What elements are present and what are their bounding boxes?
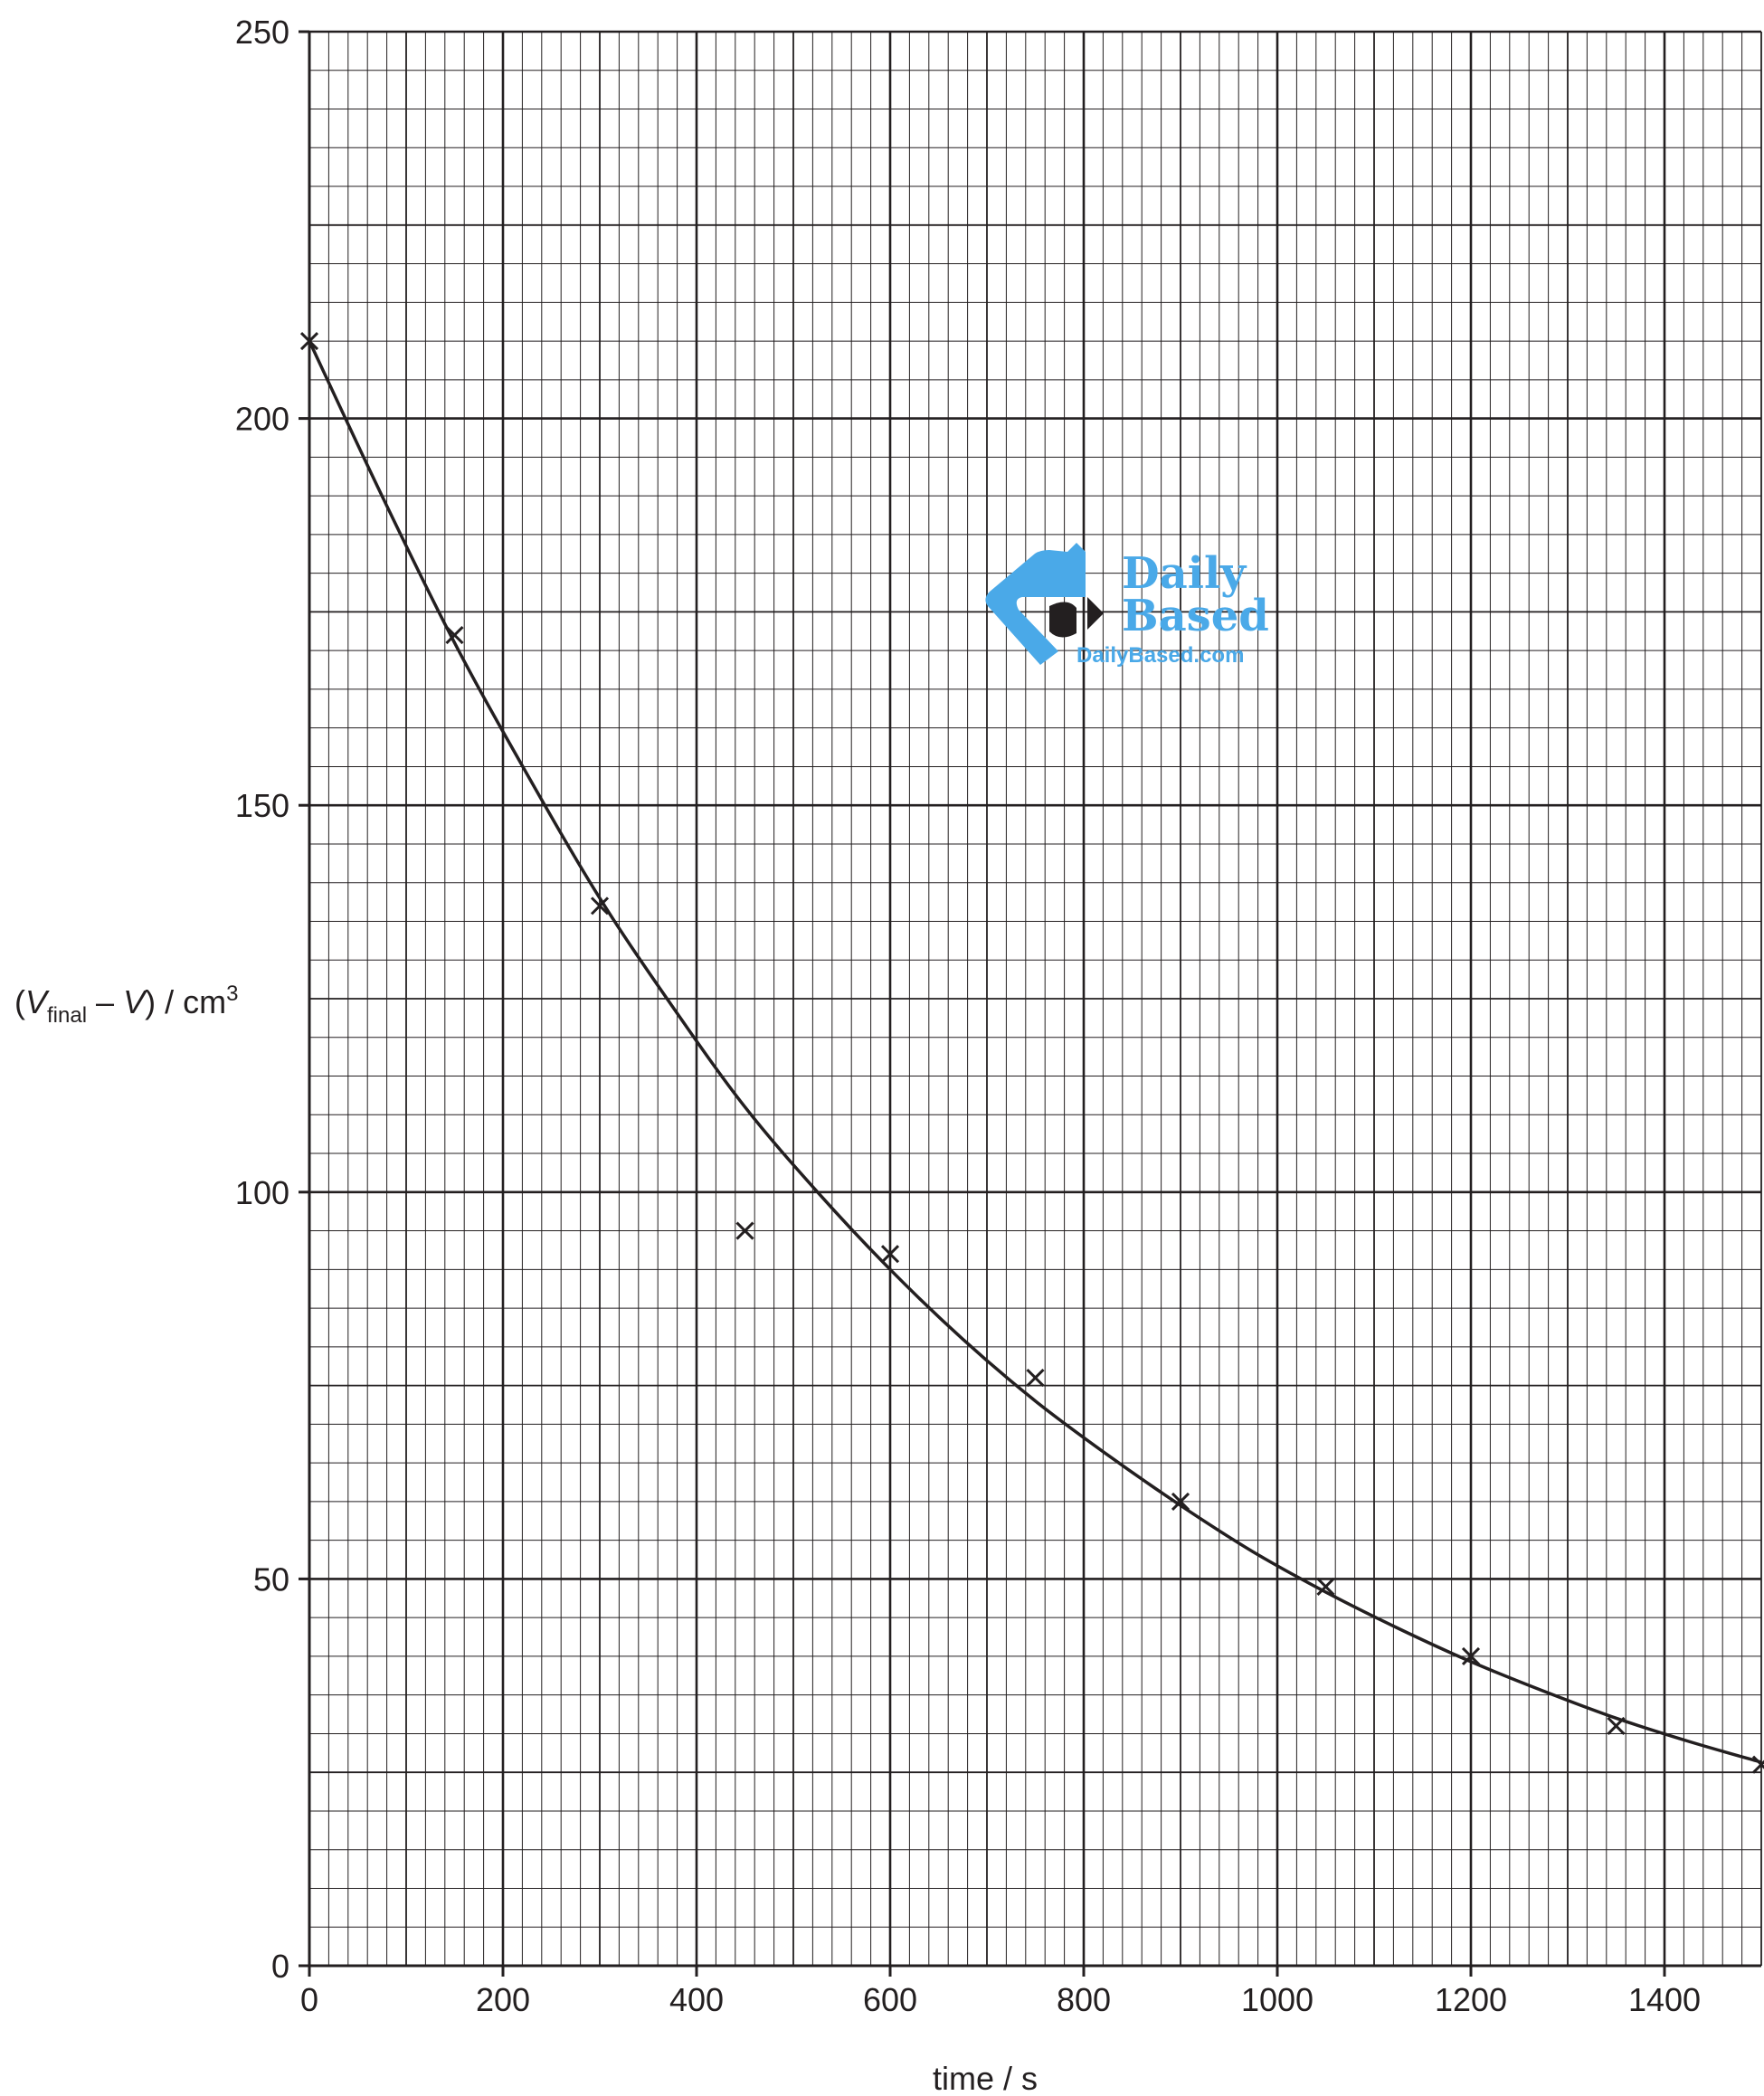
watermark-line2: Based <box>1122 591 1269 641</box>
x-tick-label: 1200 <box>1435 1981 1507 2018</box>
data-point-marker <box>445 625 464 645</box>
y-axis-label-close: ) / cm <box>145 983 226 1020</box>
y-axis-label-open: ( <box>14 983 25 1020</box>
watermark: Daily Based DailyBased.com <box>985 543 1269 668</box>
x-tick-label: 0 <box>300 1981 318 2018</box>
x-axis-label: time / s <box>933 2060 1038 2096</box>
x-tick-label: 1000 <box>1241 1981 1314 2018</box>
grid-mid <box>309 32 1762 1966</box>
y-axis-label: (Vfinal – V) / cm3 <box>14 982 238 1028</box>
marker-stroke <box>880 1245 900 1264</box>
x-tick-label: 200 <box>476 1981 530 2018</box>
y-axis-label-sub: final <box>47 1003 87 1028</box>
marker-stroke <box>1171 1492 1190 1511</box>
x-tick-label: 400 <box>669 1981 724 2018</box>
marker-stroke <box>590 896 610 915</box>
grid-major <box>299 30 1761 1977</box>
x-tick-label: 600 <box>863 1981 917 2018</box>
watermark-line3: DailyBased.com <box>1076 643 1244 668</box>
marker-stroke <box>735 1221 754 1240</box>
data-point-marker <box>1461 1646 1481 1665</box>
data-point-marker <box>299 332 319 351</box>
data-point-marker <box>1316 1577 1335 1597</box>
y-axis-label-middle: – <box>87 983 123 1020</box>
data-point-marker <box>590 896 610 915</box>
y-axis-label-var: V <box>25 983 50 1020</box>
data-point-marker <box>880 1245 900 1264</box>
data-point-marker <box>1751 1755 1764 1774</box>
marker-stroke <box>1751 1759 1764 1774</box>
best-fit-curve <box>308 340 1762 1764</box>
data-point-marker <box>1026 1368 1045 1388</box>
x-tick-label: 800 <box>1057 1981 1111 2018</box>
y-axis-label-var2: V <box>123 983 147 1020</box>
marker-stroke <box>1461 1646 1481 1665</box>
watermark-line1: Daily <box>1122 548 1247 599</box>
data-point-marker <box>1607 1716 1626 1735</box>
x-tick-labels: 0 200 400 600 800 1000 1200 1400 <box>300 1966 1701 2018</box>
curve-layer <box>308 340 1762 1764</box>
marker-stroke <box>1026 1368 1045 1388</box>
y-tick-labels: 0 50 100 150 200 250 <box>235 14 309 1985</box>
marker-stroke <box>1607 1716 1626 1735</box>
data-point-marker <box>735 1221 754 1240</box>
y-tick-label: 0 <box>271 1948 289 1985</box>
data-point-marker <box>1171 1492 1190 1511</box>
y-tick-label: 200 <box>235 401 289 438</box>
y-tick-label: 50 <box>253 1560 289 1598</box>
y-tick-label: 150 <box>235 787 289 824</box>
marker-stroke <box>1316 1577 1335 1597</box>
x-tick-label: 1400 <box>1628 1981 1701 2018</box>
y-axis-label-sup: 3 <box>226 982 238 1006</box>
daily-based-logo-icon <box>985 543 1104 665</box>
marker-stroke <box>445 625 464 645</box>
y-tick-label: 250 <box>235 14 289 51</box>
y-tick-label: 100 <box>235 1174 289 1211</box>
marker-layer <box>299 332 1764 1774</box>
marker-stroke <box>299 332 319 351</box>
